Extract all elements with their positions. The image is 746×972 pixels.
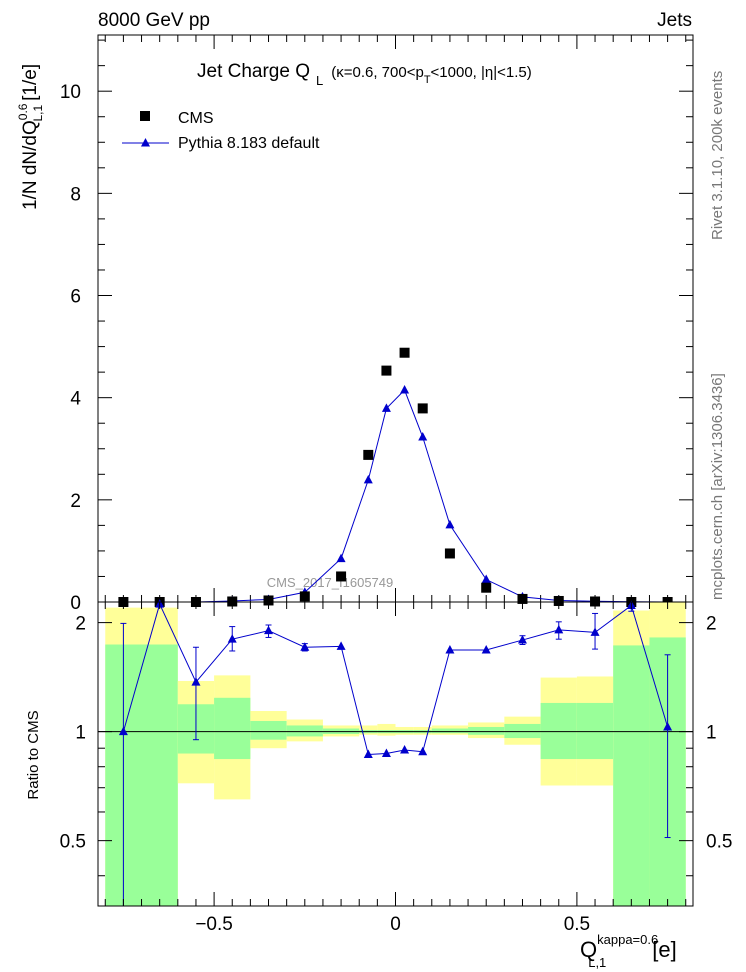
- ratio-ticks: [98, 602, 693, 906]
- ratio-point: [191, 677, 201, 686]
- main-ytick-label: 6: [70, 287, 81, 308]
- cms-point: [517, 593, 528, 604]
- chart-title: Jet Charge Q L (κ=0.6, 700<pT<1000, |η|<1.…: [197, 61, 532, 88]
- ratio-bands: [105, 602, 686, 906]
- mc-point: [363, 474, 373, 484]
- ratio-point: [481, 645, 491, 654]
- mc-point: [381, 403, 391, 412]
- ratio-point: [381, 748, 391, 758]
- band-inner: [431, 728, 469, 734]
- legend: CMS Pythia 8.183 default: [122, 110, 320, 152]
- mc-point: [481, 574, 491, 584]
- main-ytick-label: 2: [70, 491, 81, 512]
- cms-point: [381, 365, 392, 376]
- header-right: Jets: [657, 10, 692, 31]
- cms-point: [263, 595, 274, 606]
- band-inner: [105, 644, 178, 906]
- rivet-label: Rivet 3.1.10, 200k events: [709, 71, 726, 240]
- cms-point: [481, 582, 492, 593]
- ratio-ytick-label-right: 1: [706, 723, 717, 744]
- ratio-xtick-label: 0: [390, 914, 401, 935]
- ratio-point: [400, 744, 410, 754]
- main-ytick-label: 4: [70, 389, 81, 410]
- ratio-point: [300, 642, 310, 651]
- band-inner: [576, 702, 614, 760]
- ratio-point: [445, 645, 455, 654]
- mc-point: [418, 432, 428, 441]
- ratio-ytick-label-right: 0.5: [706, 832, 732, 853]
- ratio-xtick-labels: −0.5 0 0.5: [195, 914, 590, 935]
- ratio-point: [554, 624, 564, 634]
- ratio-line: [122, 602, 669, 755]
- cms-point: [399, 347, 410, 358]
- ratio-point: [418, 746, 428, 756]
- cms-point: [363, 449, 374, 460]
- band-inner: [504, 723, 541, 739]
- main-ticks: [98, 35, 693, 603]
- ratio-ytick-label-right: 2: [706, 614, 717, 635]
- cms-point: [227, 596, 238, 607]
- ratio-point: [590, 627, 600, 636]
- ratio-point: [517, 635, 527, 644]
- cms-series: [118, 347, 673, 607]
- band-inner: [250, 720, 287, 740]
- cms-point: [444, 548, 455, 559]
- header-left: 8000 GeV pp: [98, 10, 210, 31]
- main-ylabel: 1/N dN/dQ0.6L,1[1/e]: [16, 64, 45, 210]
- legend-cms-label: CMS: [178, 110, 214, 127]
- cms-point: [417, 403, 428, 414]
- ratio-point: [363, 749, 373, 758]
- ratio-ytick-labels: 0.5 0.5 1 1 2 2: [60, 614, 733, 853]
- band-inner: [613, 645, 650, 906]
- ratio-xtick-label: −0.5: [195, 914, 233, 935]
- ratio-ytick-label: 1: [75, 723, 86, 744]
- mc-point: [445, 519, 455, 529]
- legend-mc-marker: [141, 138, 150, 147]
- main-ytick-labels: 0 2 4 6 8 10: [60, 82, 82, 614]
- cms-point: [590, 596, 601, 607]
- main-panel: 0 2 4 6 8 10 CMS_2017_I1605749 Jet Charge Q L(…: [16, 34, 694, 614]
- x-axis-label: Qkappa=0.6 L,1[e]: [580, 932, 677, 970]
- ratio-panel: 0.5 0.5 1 1 2 2 −0.5 0 0.5 Ratio to CMS Qkappa=…: [25, 599, 732, 970]
- ratio-point: [264, 625, 274, 635]
- main-ytick-label: 0: [70, 593, 81, 614]
- main-ytick-label: 8: [70, 184, 81, 205]
- band-outer: [377, 723, 396, 736]
- band-inner: [540, 702, 577, 760]
- ratio-ytick-label: 0.5: [60, 832, 86, 853]
- main-ytick-label: 10: [60, 82, 81, 103]
- watermark: CMS_2017_I1605749: [267, 575, 394, 590]
- cms-point: [336, 571, 347, 582]
- mcplots-label: mcplots.cern.ch [arXiv:1306.3436]: [709, 373, 726, 600]
- band-inner: [286, 725, 323, 737]
- mc-line: [123, 389, 668, 603]
- cms-point: [553, 595, 564, 606]
- ratio-ylabel: Ratio to CMS: [25, 710, 42, 799]
- mc-point: [400, 385, 410, 394]
- mc-point: [336, 553, 346, 563]
- ratio-point: [118, 726, 128, 736]
- band-inner: [468, 726, 505, 735]
- cms-point: [299, 591, 310, 602]
- ratio-point: [227, 634, 237, 643]
- legend-cms-marker: [140, 111, 150, 121]
- mc-series: [118, 385, 673, 606]
- legend-mc-label: Pythia 8.183 default: [178, 135, 320, 152]
- ratio-point: [663, 721, 673, 731]
- band-inner: [214, 697, 251, 760]
- ratio-ytick-label: 2: [75, 614, 86, 635]
- ratio-xtick-label: 0.5: [564, 914, 590, 935]
- ratio-point: [336, 641, 346, 650]
